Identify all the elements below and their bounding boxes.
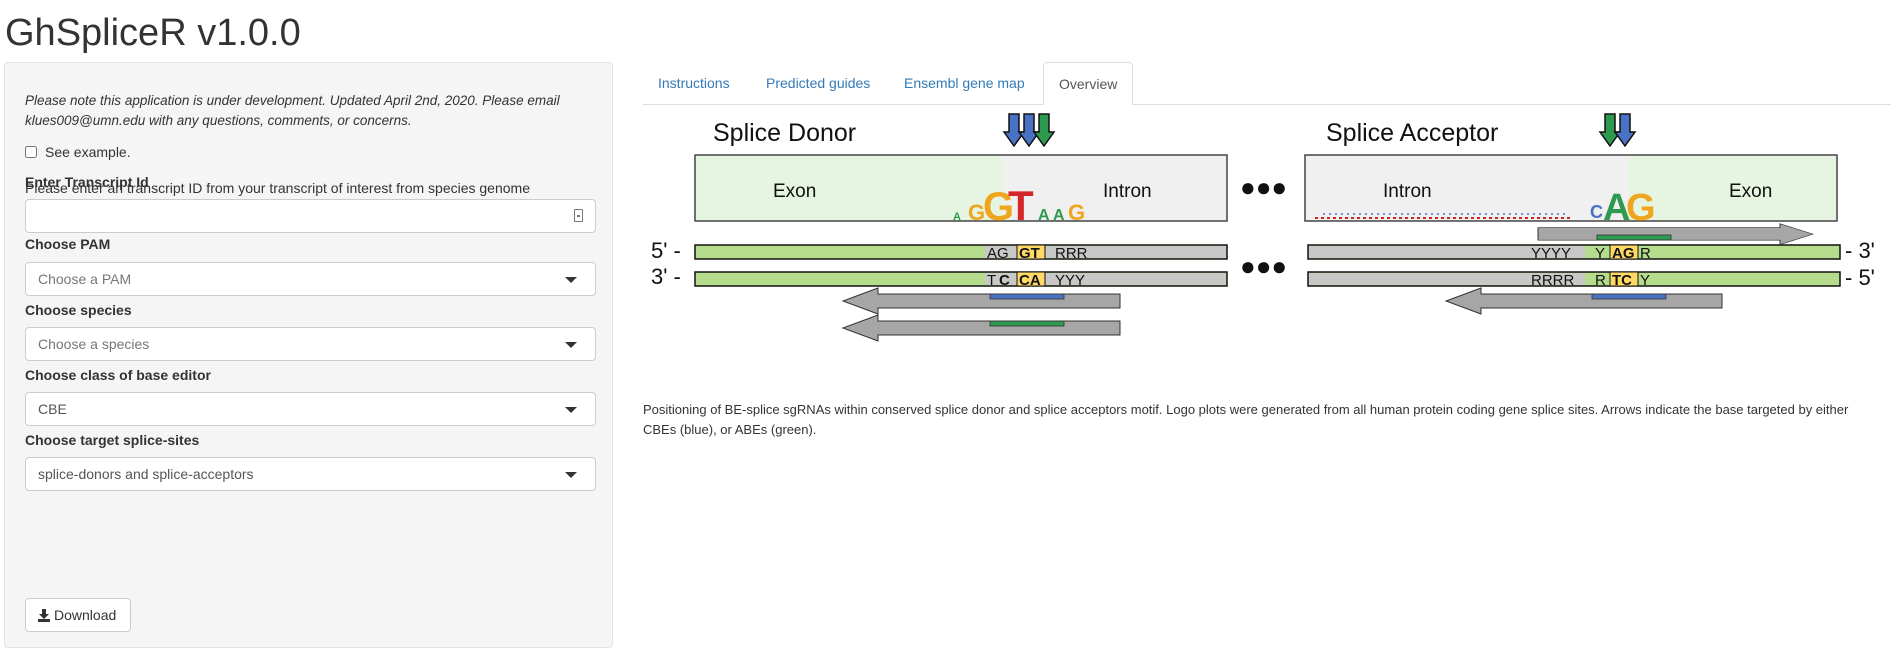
acceptor-bottom-highlight bbox=[1609, 271, 1639, 287]
donor-bottom-seq-d: YYY bbox=[1055, 272, 1085, 289]
keyboard-icon bbox=[574, 209, 583, 222]
acceptor-target-arrows bbox=[1598, 113, 1637, 148]
acceptor-top-seq-b: Y bbox=[1595, 245, 1605, 262]
see-example-checkbox[interactable] bbox=[25, 146, 37, 158]
see-example-label: See example. bbox=[45, 144, 131, 160]
svg-text:G: G bbox=[1068, 200, 1085, 225]
donor-bottom-highlight bbox=[1016, 271, 1046, 287]
chevron-down-icon bbox=[565, 277, 577, 283]
acceptor-top-highlight bbox=[1609, 244, 1639, 260]
donor-bottom-seq-a: T bbox=[987, 272, 996, 289]
tab-instructions[interactable]: Instructions bbox=[658, 75, 730, 91]
donor-bottom-seq-b: C bbox=[999, 272, 1010, 289]
see-example-checkbox-row[interactable]: See example. bbox=[25, 144, 131, 160]
pam-select[interactable]: Choose a PAM bbox=[25, 262, 596, 296]
donor-top-seq-c: RRR bbox=[1055, 245, 1088, 262]
species-label: Choose species bbox=[25, 302, 132, 318]
donor-intron-label: Intron bbox=[1103, 181, 1152, 202]
acceptor-top-seq-c: AG bbox=[1612, 245, 1635, 262]
acceptor-intron-label: Intron bbox=[1383, 181, 1432, 202]
chevron-down-icon bbox=[565, 472, 577, 478]
svg-text:A: A bbox=[1038, 207, 1050, 224]
tab-overview[interactable]: Overview bbox=[1043, 62, 1134, 105]
donor-top-seq-a: AG bbox=[987, 245, 1009, 262]
five-prime-left-label: 5' - bbox=[651, 238, 681, 263]
five-prime-right-label: - 5' bbox=[1845, 265, 1875, 290]
acceptor-exon-label: Exon bbox=[1729, 181, 1772, 202]
donor-intron-region bbox=[1003, 156, 1226, 220]
acceptor-forward-guide-arrow bbox=[1537, 223, 1815, 246]
splice-sites-label: Choose target splice-sites bbox=[25, 432, 200, 448]
donor-top-seq-b: GT bbox=[1019, 245, 1040, 262]
splice-sites-value: splice-donors and splice-acceptors bbox=[38, 466, 254, 482]
svg-text:A: A bbox=[953, 211, 961, 223]
strand-ellipsis: ●●● bbox=[1240, 251, 1287, 281]
acceptor-exon-region bbox=[1628, 156, 1836, 220]
download-icon bbox=[38, 608, 50, 622]
acceptor-bottom-seq-b: R bbox=[1595, 272, 1606, 289]
svg-text:G: G bbox=[983, 185, 1014, 229]
app-title: GhSpliceR v1.0.0 bbox=[5, 12, 301, 54]
chevron-down-icon bbox=[565, 407, 577, 413]
svg-text:A: A bbox=[1053, 207, 1065, 224]
three-prime-right-label: - 3' bbox=[1845, 238, 1875, 263]
acceptor-title: Splice Acceptor bbox=[1326, 119, 1498, 147]
acceptor-bottom-seq-d: Y bbox=[1640, 272, 1650, 289]
svg-text:C: C bbox=[1590, 202, 1603, 222]
sidebar-panel: Please note this application is under de… bbox=[4, 62, 613, 648]
transcript-id-label: Enter Transcript Id bbox=[25, 174, 149, 190]
tab-bar: Instructions Predicted guides Ensembl ge… bbox=[643, 62, 1891, 105]
development-note: Please note this application is under de… bbox=[25, 93, 560, 128]
tab-predicted-guides[interactable]: Predicted guides bbox=[766, 75, 871, 91]
acceptor-bottom-seq-c: TC bbox=[1612, 272, 1632, 289]
donor-sequence-logo: A G G T A A G bbox=[953, 182, 1085, 229]
acceptor-bottom-intron-region bbox=[1309, 273, 1585, 285]
species-placeholder: Choose a species bbox=[38, 336, 150, 352]
figure-caption: Positioning of BE-splice sgRNAs within c… bbox=[643, 402, 1849, 437]
donor-top-highlight bbox=[1016, 244, 1046, 260]
splice-overview-figure: Splice Donor Splice Acceptor Exon Intron… bbox=[643, 108, 1891, 398]
acceptor-top-intron-region bbox=[1309, 246, 1585, 258]
acceptor-sequence-logo: C A G bbox=[1315, 187, 1656, 229]
splice-sites-select[interactable]: splice-donors and splice-acceptors bbox=[25, 457, 596, 491]
donor-reverse-guide-arrow-2 bbox=[841, 314, 1121, 342]
pam-placeholder: Choose a PAM bbox=[38, 271, 132, 287]
acceptor-reverse-guide-arrow bbox=[1444, 287, 1723, 315]
download-label: Download bbox=[54, 607, 117, 623]
donor-target-arrows bbox=[1002, 113, 1056, 148]
editor-class-select[interactable]: CBE bbox=[25, 392, 596, 426]
species-select[interactable]: Choose a species bbox=[25, 327, 596, 361]
acceptor-bottom-seq-a: RRRR bbox=[1531, 272, 1574, 289]
pam-label: Choose PAM bbox=[25, 236, 111, 252]
svg-text:G: G bbox=[968, 200, 985, 225]
svg-text:G: G bbox=[1626, 187, 1656, 229]
download-button[interactable]: Download bbox=[25, 598, 131, 632]
donor-exon-label: Exon bbox=[773, 181, 816, 202]
donor-reverse-guide-arrow-1 bbox=[841, 287, 1121, 315]
donor-title: Splice Donor bbox=[713, 119, 856, 147]
logo-ellipsis: ●●● bbox=[1240, 172, 1287, 202]
svg-text:T: T bbox=[1008, 182, 1034, 229]
transcript-id-input[interactable] bbox=[25, 199, 596, 233]
editor-class-label: Choose class of base editor bbox=[25, 367, 211, 383]
three-prime-left-label: 3' - bbox=[651, 264, 681, 289]
donor-bottom-seq-c: CA bbox=[1019, 272, 1041, 289]
editor-class-value: CBE bbox=[38, 401, 67, 417]
transcript-prompt: Please enter an transcript ID from your … bbox=[25, 180, 530, 196]
svg-text:A: A bbox=[1603, 187, 1630, 229]
acceptor-top-seq-a: YYYY bbox=[1531, 245, 1571, 262]
acceptor-top-seq-d: R bbox=[1640, 245, 1651, 262]
chevron-down-icon bbox=[565, 342, 577, 348]
tab-ensembl-gene-map[interactable]: Ensembl gene map bbox=[904, 75, 1025, 91]
